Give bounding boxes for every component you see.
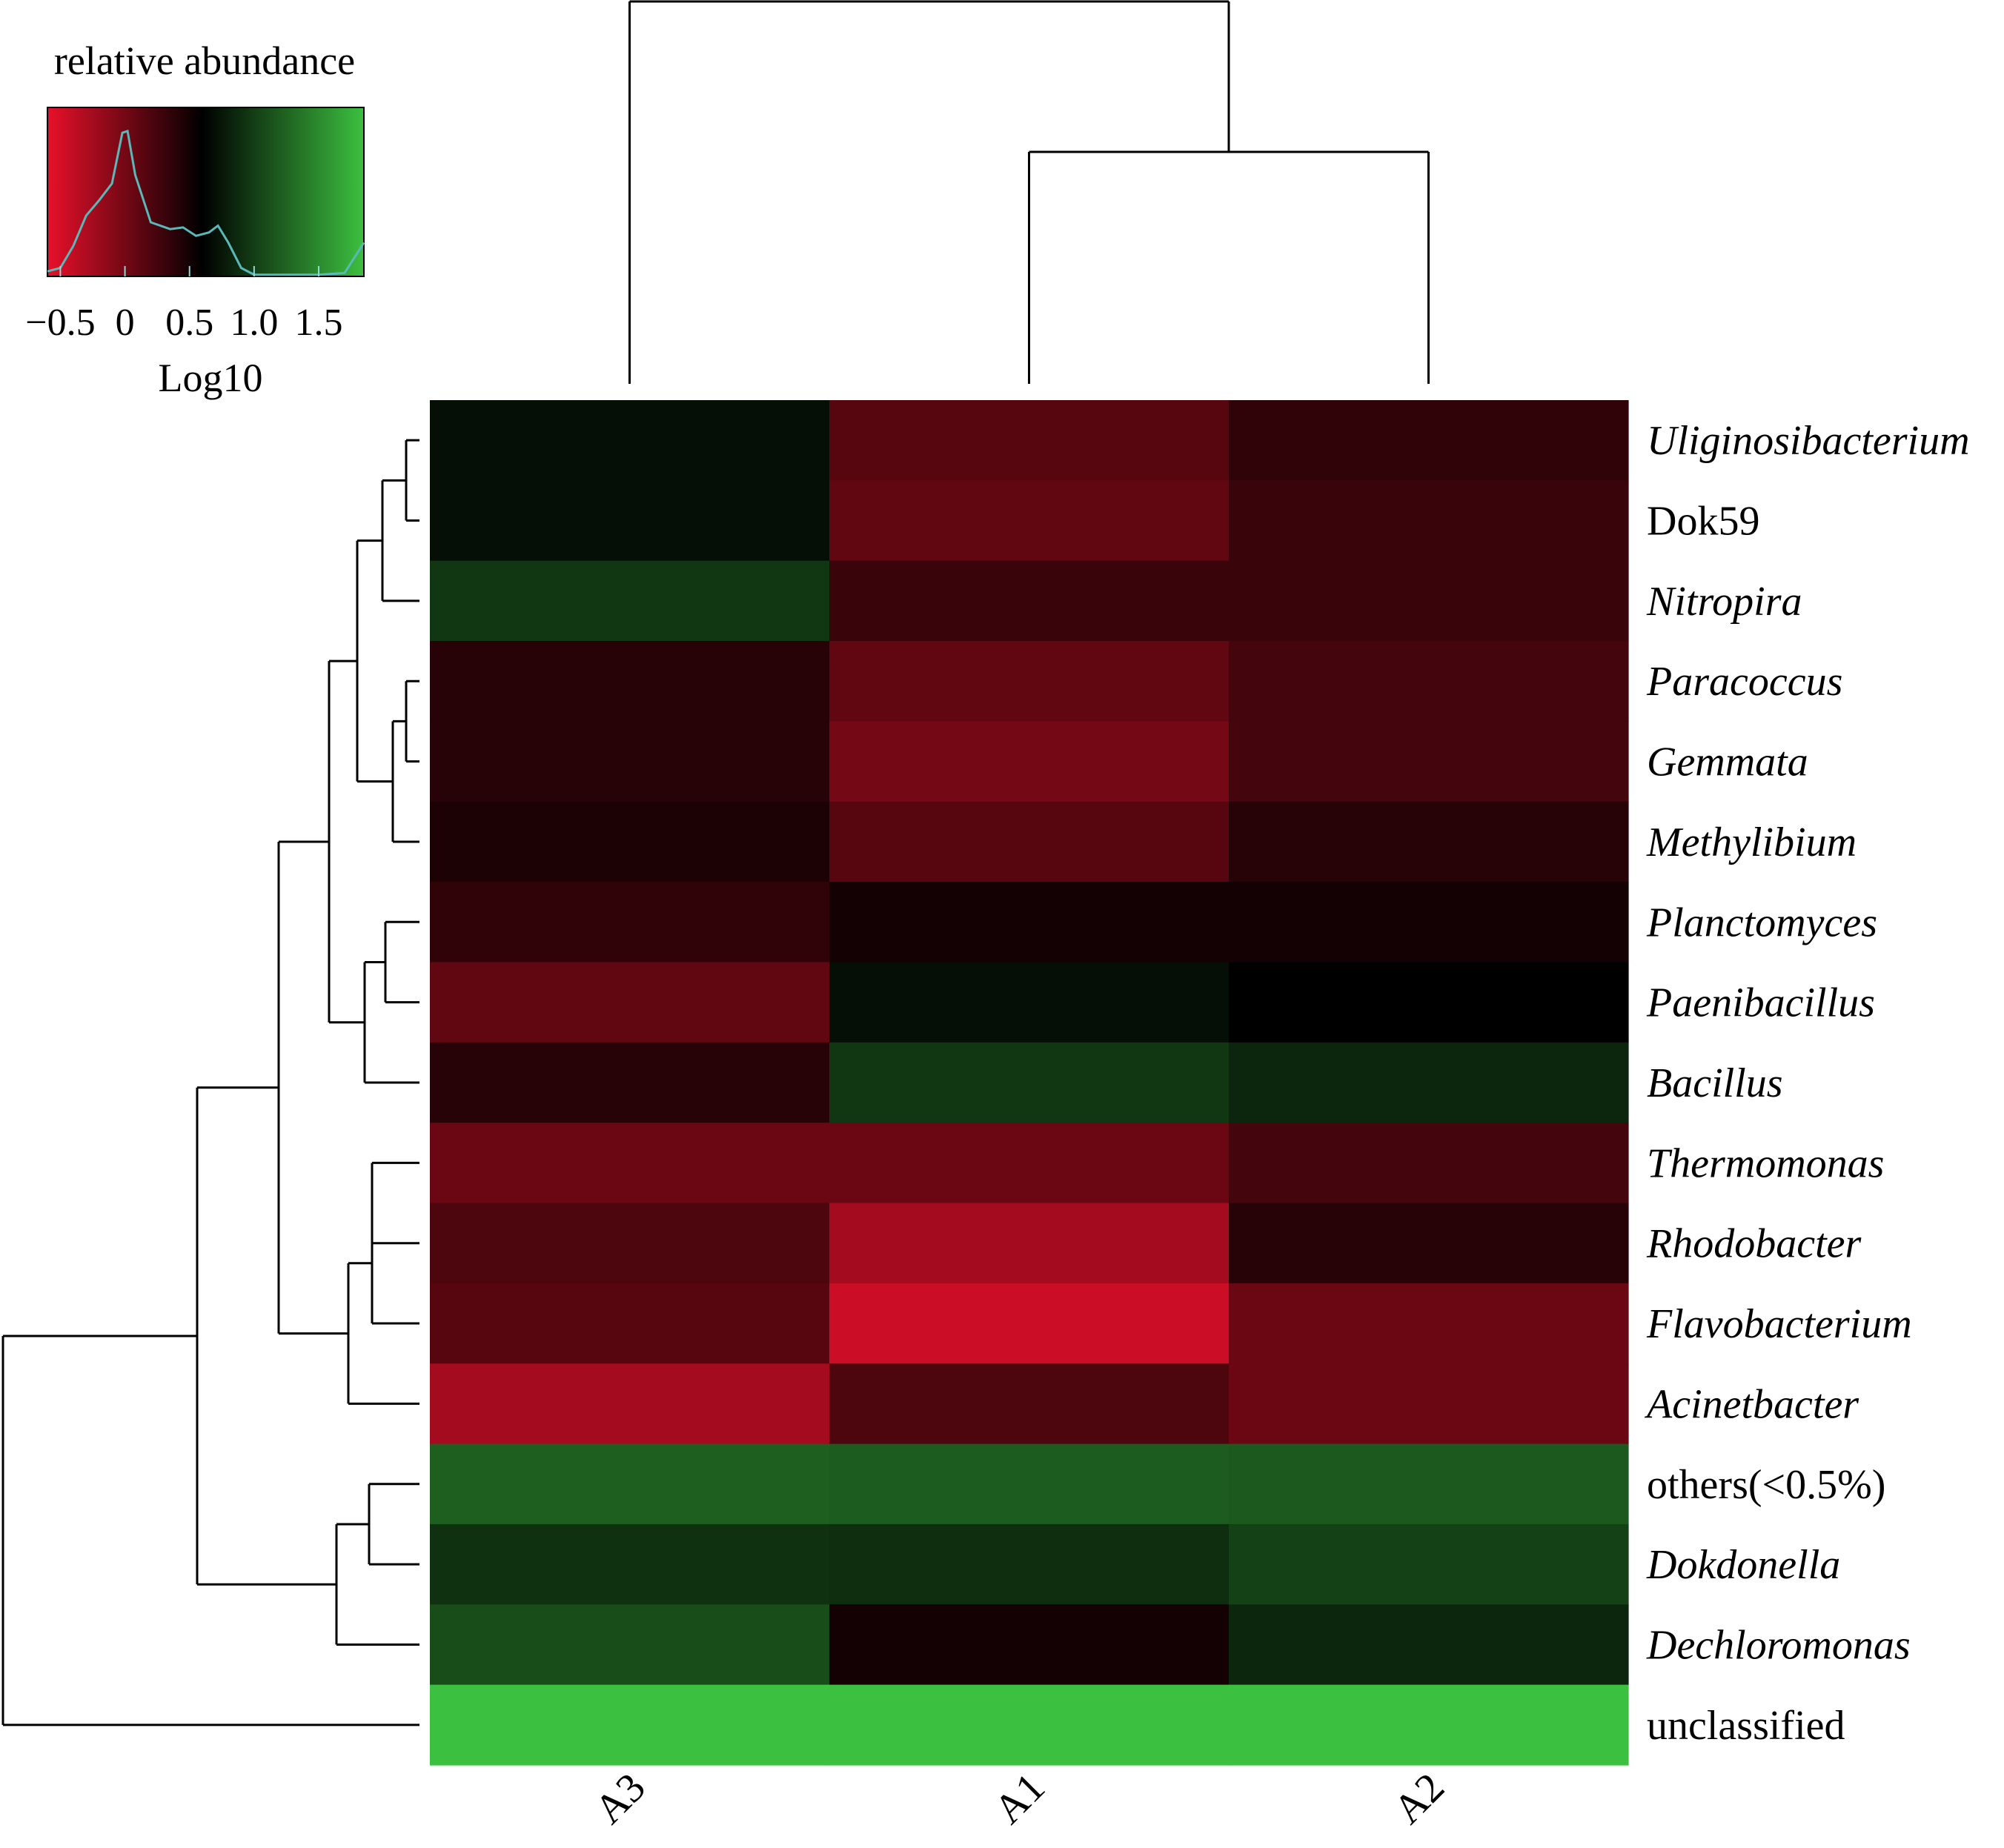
- row-label: Gemmata: [1647, 739, 1808, 785]
- heatmap-cell: [1229, 721, 1629, 802]
- heatmap-cell: [430, 1604, 830, 1686]
- heatmap-cell: [829, 641, 1230, 722]
- heatmap-cell: [1229, 1123, 1629, 1204]
- heatmap-cell: [829, 962, 1230, 1043]
- row-label: Thermomonas: [1647, 1140, 1884, 1186]
- legend-axis-label: Log10: [159, 356, 263, 400]
- heatmap-cell: [430, 1363, 830, 1445]
- heatmap-cell: [829, 1123, 1230, 1204]
- color-legend: relative abundance −0.5 0 0.5 1.0 1.5 Log10: [25, 39, 365, 400]
- heatmap-cell: [430, 1203, 830, 1284]
- heatmap-cell: [829, 1203, 1230, 1284]
- legend-title: relative abundance: [54, 39, 355, 83]
- heatmap-cell: [430, 721, 830, 802]
- heatmap-cell: [430, 962, 830, 1043]
- heatmap-cell: [829, 721, 1230, 802]
- heatmap-cell: [1229, 882, 1629, 963]
- heatmap-cell: [430, 1123, 830, 1204]
- column-labels: A3 A1 A2: [586, 1764, 1453, 1832]
- row-label: Nitropira: [1646, 579, 1802, 625]
- column-label: A1: [986, 1764, 1054, 1832]
- heatmap-cell: [829, 560, 1230, 642]
- heatmap-cell: [1229, 1523, 1629, 1605]
- heatmap-cell: [430, 480, 830, 562]
- heatmap-cell: [430, 641, 830, 722]
- column-label: A3: [586, 1764, 654, 1832]
- heatmap-cell: [430, 560, 830, 642]
- row-label: Planctomyces: [1646, 900, 1877, 945]
- heatmap-cell: [1229, 1363, 1629, 1445]
- heatmap-cell: [1229, 1443, 1629, 1525]
- heatmap-cell: [829, 1283, 1230, 1364]
- heatmap-cell: [430, 801, 830, 883]
- legend-tick-label: 1.0: [230, 302, 278, 344]
- heatmap-cell: [1229, 480, 1629, 562]
- legend-color-bar: [47, 107, 365, 277]
- row-label: others(<0.5%): [1647, 1462, 1885, 1508]
- heatmap-cell: [430, 1523, 830, 1605]
- row-label: Dechloromonas: [1646, 1623, 1911, 1669]
- row-dendrogram: [1, 439, 419, 1726]
- heatmap-cell: [829, 1684, 1230, 1766]
- heatmap-cells: [430, 400, 1629, 1766]
- row-label: Methylibium: [1646, 820, 1857, 865]
- heatmap-cell: [1229, 801, 1629, 883]
- heatmap-cell: [829, 882, 1230, 963]
- legend-density-curve: [47, 129, 365, 276]
- heatmap-cell: [1229, 1042, 1629, 1123]
- legend-tick-label: 0.5: [165, 302, 213, 344]
- row-label: Dok59: [1647, 499, 1759, 545]
- heatmap-cell: [1229, 1283, 1629, 1364]
- heatmap-cell: [1229, 962, 1629, 1043]
- legend-tick-label: 0: [116, 302, 135, 344]
- row-label: Rhodobacter: [1646, 1221, 1861, 1267]
- heatmap-cell: [829, 1443, 1230, 1525]
- heatmap-cell: [829, 1042, 1230, 1123]
- heatmap-cell: [430, 1042, 830, 1123]
- heatmap-cell: [430, 1283, 830, 1364]
- heatmap-cell: [829, 801, 1230, 883]
- heatmap-cell: [1229, 560, 1629, 642]
- legend-tick-label: −0.5: [25, 302, 95, 344]
- heatmap-cell: [1229, 400, 1629, 481]
- heatmap-cell: [430, 882, 830, 963]
- heatmap-cell: [1229, 1203, 1629, 1284]
- row-label: Dokdonella: [1646, 1542, 1840, 1588]
- heatmap-cell: [829, 1604, 1230, 1686]
- row-label: unclassified: [1647, 1703, 1845, 1749]
- heatmap-cell: [829, 1363, 1230, 1445]
- row-label: Paracoccus: [1646, 659, 1842, 705]
- heatmap-cell: [829, 1523, 1230, 1605]
- row-label: Acinetbacter: [1644, 1381, 1859, 1427]
- row-label: Bacillus: [1647, 1060, 1783, 1106]
- row-labels: Uliginosibacterium Dok59 Nitropira Paracocc…: [1644, 418, 1970, 1749]
- heatmap-cell: [1229, 1604, 1629, 1686]
- column-dendrogram: [628, 0, 1430, 384]
- heatmap-cell: [430, 1443, 830, 1525]
- row-label: Uliginosibacterium: [1647, 418, 1970, 464]
- heatmap-cell: [829, 400, 1230, 481]
- heatmap-cell: [829, 480, 1230, 562]
- row-label: Paenibacillus: [1646, 980, 1875, 1026]
- row-label: Flavobacterium: [1646, 1301, 1912, 1347]
- legend-ticks: −0.5 0 0.5 1.0 1.5: [25, 266, 343, 344]
- heatmap-cell: [430, 400, 830, 481]
- column-label: A2: [1385, 1764, 1453, 1832]
- legend-tick-label: 1.5: [295, 302, 343, 344]
- heatmap-cell: [430, 1684, 830, 1766]
- heatmap-cell: [1229, 641, 1629, 722]
- heatmap-cell: [1229, 1684, 1629, 1766]
